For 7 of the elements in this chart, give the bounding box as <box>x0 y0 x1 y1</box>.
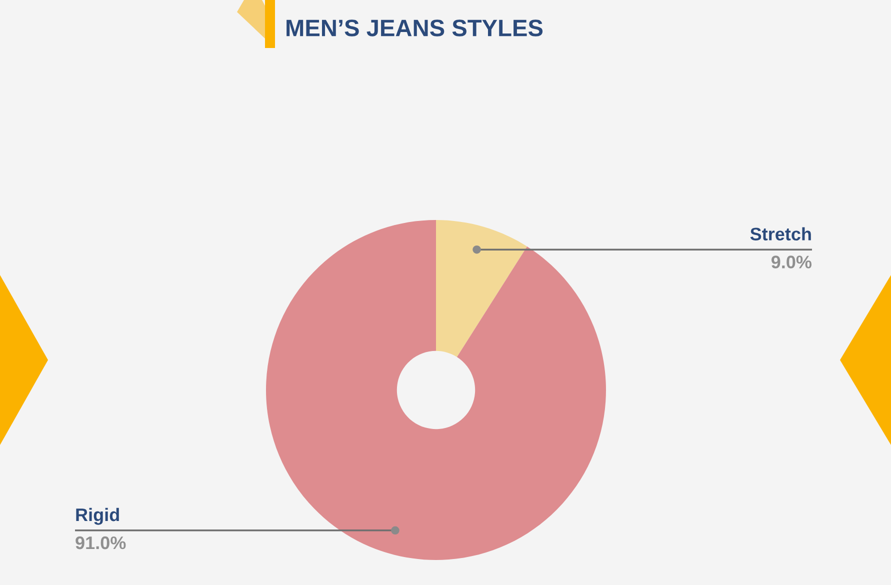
chart-title: MEN’S JEANS STYLES <box>286 20 543 36</box>
slice-label: Stretch <box>750 227 811 240</box>
donut-slice <box>266 220 606 560</box>
data-label: 91.0% <box>76 536 126 550</box>
donut-slice <box>436 220 528 357</box>
data-label: 9.0% <box>771 256 812 268</box>
slice-label: Rigid <box>76 508 119 525</box>
